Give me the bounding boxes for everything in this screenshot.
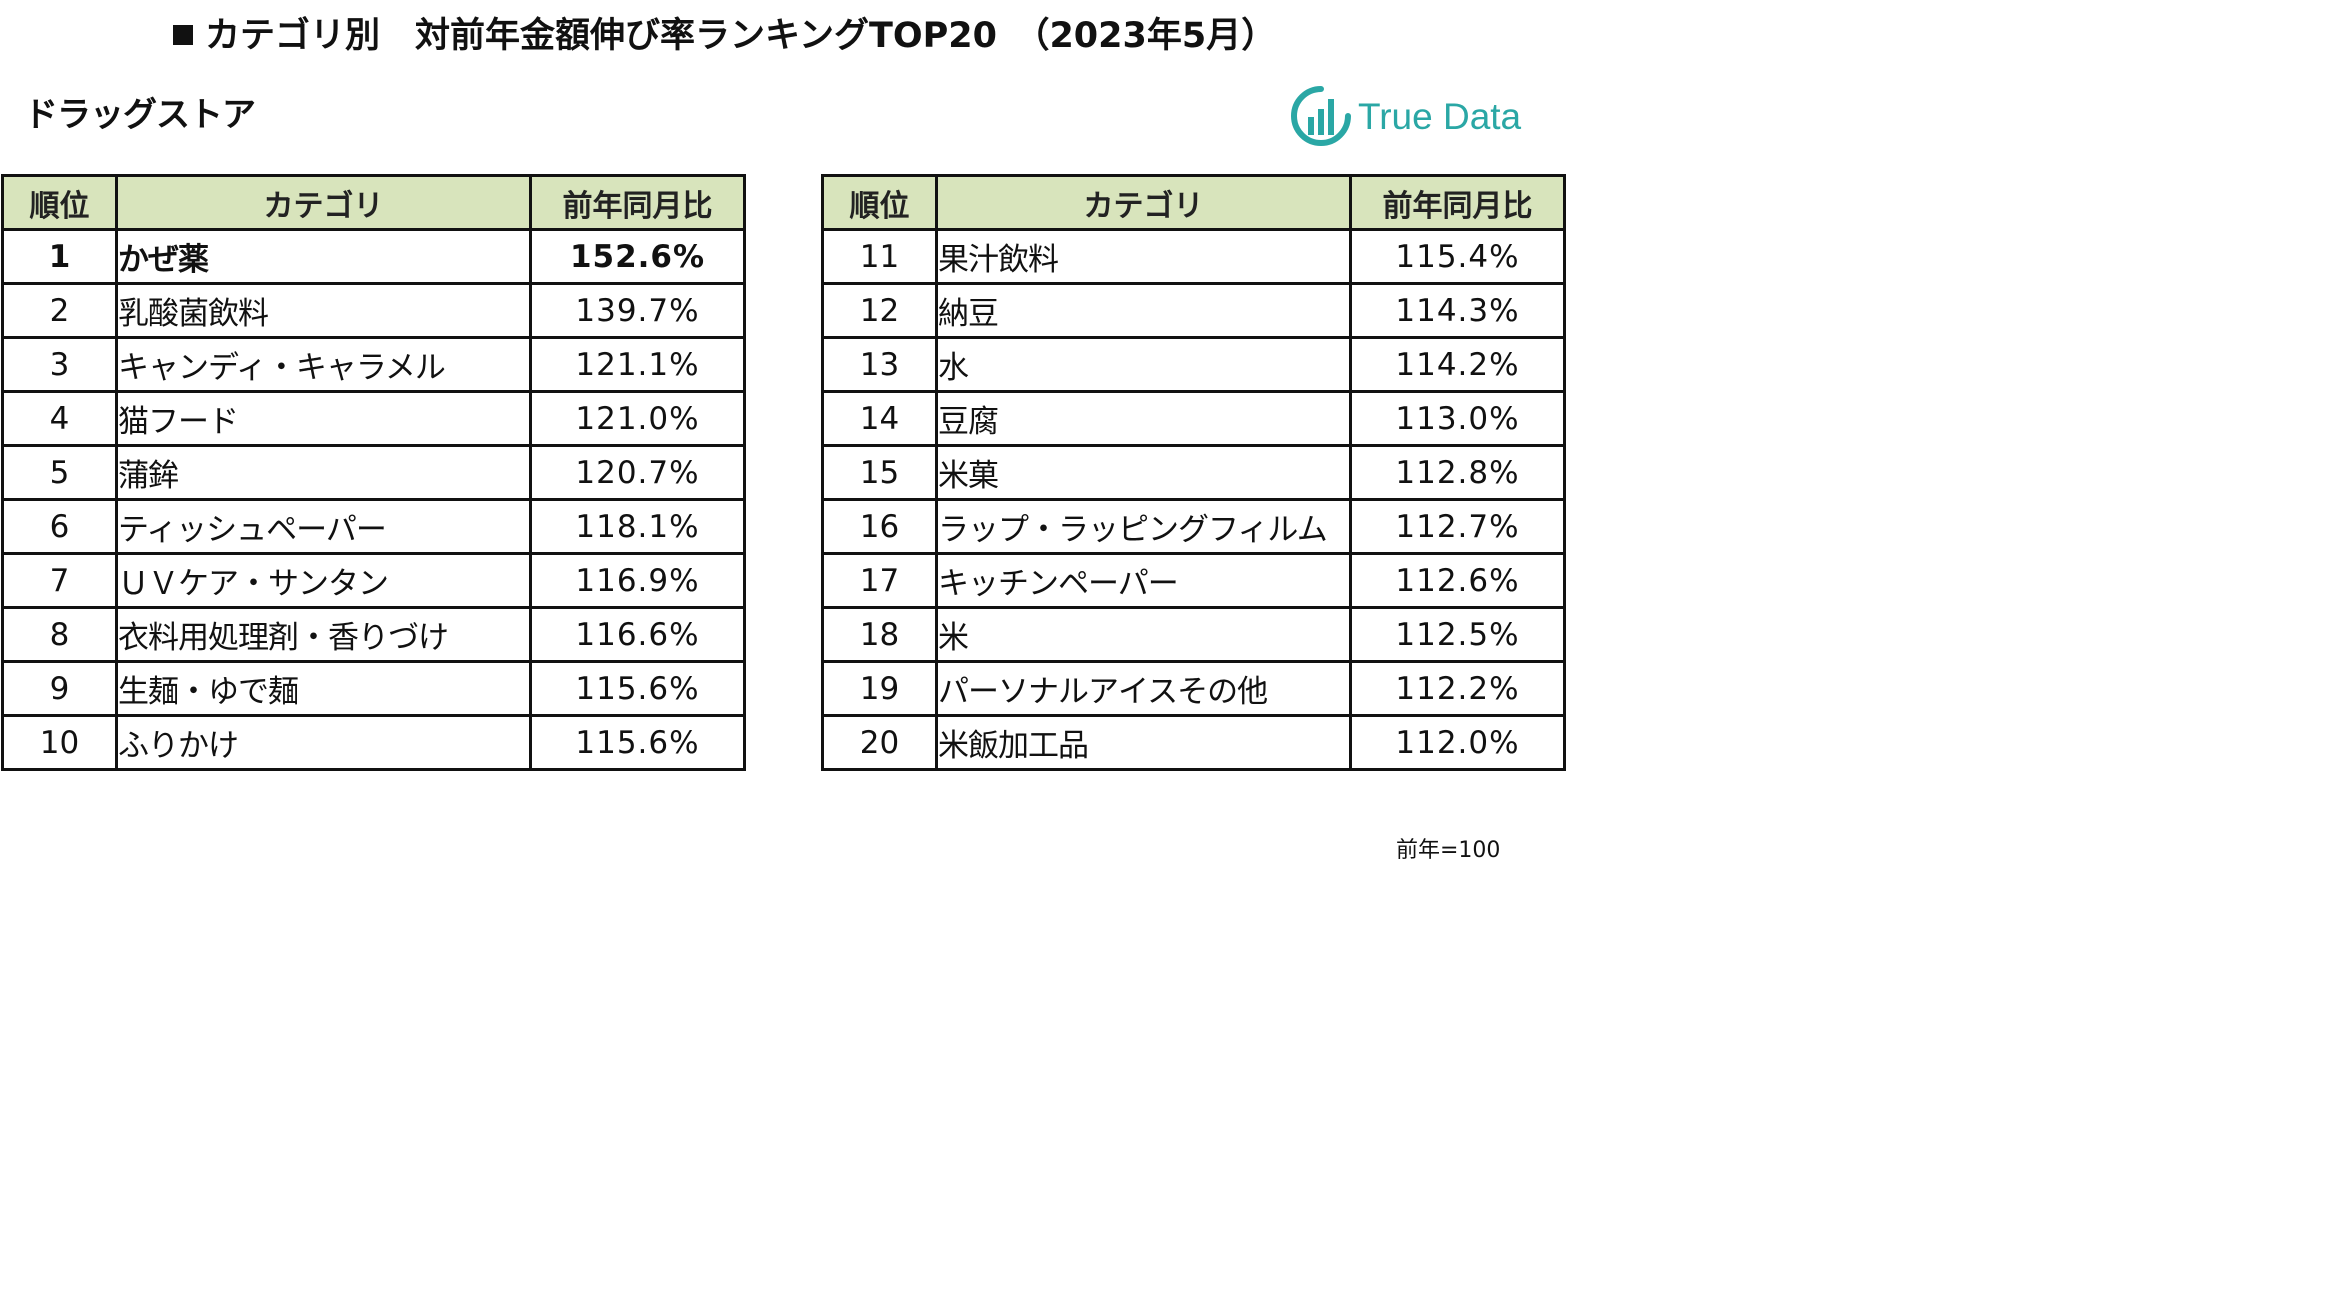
ratio-cell: 112.8%: [1349, 444, 1566, 501]
table-row: 11 果汁飲料 115.4%: [821, 228, 1566, 285]
rank-cell: 1: [1, 228, 118, 285]
rank-cell: 8: [1, 606, 118, 663]
table-row: 15 米菓 112.8%: [821, 444, 1566, 501]
table-header-row: 順位 カテゴリ 前年同月比: [1, 174, 746, 231]
page-title: カテゴリ別 対前年金額伸び率ランキングTOP20 （2023年5月）: [173, 10, 1393, 62]
square-bullet-icon: [173, 25, 193, 45]
ratio-cell: 118.1%: [529, 498, 746, 555]
rank-cell: 14: [821, 390, 938, 447]
table-header-row: 順位 カテゴリ 前年同月比: [821, 174, 1566, 231]
category-cell: 生麺・ゆで麺: [115, 660, 532, 717]
ratio-cell: 120.7%: [529, 444, 746, 501]
header-ratio: 前年同月比: [1349, 174, 1566, 231]
rank-cell: 7: [1, 552, 118, 609]
ratio-cell: 116.6%: [529, 606, 746, 663]
ratio-cell: 114.3%: [1349, 282, 1566, 339]
category-cell: かぜ薬: [115, 228, 532, 285]
table-row: 14 豆腐 113.0%: [821, 390, 1566, 447]
ratio-cell: 121.1%: [529, 336, 746, 393]
category-cell: 米: [935, 606, 1352, 663]
rank-cell: 10: [1, 714, 118, 771]
ratio-cell: 113.0%: [1349, 390, 1566, 447]
category-cell: ＵＶケア・サンタン: [115, 552, 532, 609]
category-cell: パーソナルアイスその他: [935, 660, 1352, 717]
table-row: 5 蒲鉾 120.7%: [1, 444, 746, 501]
category-cell: ティッシュペーパー: [115, 498, 532, 555]
rank-cell: 16: [821, 498, 938, 555]
rank-cell: 11: [821, 228, 938, 285]
category-cell: 果汁飲料: [935, 228, 1352, 285]
header-ratio: 前年同月比: [529, 174, 746, 231]
table-row: 4 猫フード 121.0%: [1, 390, 746, 447]
category-cell: 猫フード: [115, 390, 532, 447]
category-cell: 米飯加工品: [935, 714, 1352, 771]
ratio-cell: 115.4%: [1349, 228, 1566, 285]
header-category: カテゴリ: [935, 174, 1352, 231]
ratio-cell: 115.6%: [529, 714, 746, 771]
ratio-cell: 112.5%: [1349, 606, 1566, 663]
ranking-table-right: 順位 カテゴリ 前年同月比 11 果汁飲料 115.4% 12 納豆 114.3…: [821, 174, 1566, 771]
table-row: 6 ティッシュペーパー 118.1%: [1, 498, 746, 555]
header-category: カテゴリ: [115, 174, 532, 231]
category-cell: ふりかけ: [115, 714, 532, 771]
logo-text: True Data: [1358, 96, 1522, 137]
header-rank: 順位: [821, 174, 938, 231]
rank-cell: 2: [1, 282, 118, 339]
category-cell: 納豆: [935, 282, 1352, 339]
table-row: 2 乳酸菌飲料 139.7%: [1, 282, 746, 339]
ranking-table-left: 順位 カテゴリ 前年同月比 1 かぜ薬 152.6% 2 乳酸菌飲料 139.7…: [1, 174, 746, 771]
category-cell: 水: [935, 336, 1352, 393]
true-data-logo: True Data: [1290, 85, 1550, 149]
category-cell: 衣料用処理剤・香りづけ: [115, 606, 532, 663]
rank-cell: 3: [1, 336, 118, 393]
header-rank: 順位: [1, 174, 118, 231]
footnote: 前年=100: [1396, 838, 1501, 863]
table-row: 13 水 114.2%: [821, 336, 1566, 393]
category-cell: キャンディ・キャラメル: [115, 336, 532, 393]
table-row: 9 生麺・ゆで麺 115.6%: [1, 660, 746, 717]
category-cell: 米菓: [935, 444, 1352, 501]
ratio-cell: 115.6%: [529, 660, 746, 717]
rank-cell: 20: [821, 714, 938, 771]
rank-cell: 17: [821, 552, 938, 609]
ratio-cell: 112.0%: [1349, 714, 1566, 771]
rank-cell: 15: [821, 444, 938, 501]
table-row: 16 ラップ・ラッピングフィルム 112.7%: [821, 498, 1566, 555]
table-row: 10 ふりかけ 115.6%: [1, 714, 746, 771]
ratio-cell: 116.9%: [529, 552, 746, 609]
table-row: 7 ＵＶケア・サンタン 116.9%: [1, 552, 746, 609]
category-cell: 豆腐: [935, 390, 1352, 447]
bar-chart-logo-icon: [1291, 86, 1351, 146]
ratio-cell: 114.2%: [1349, 336, 1566, 393]
rank-cell: 5: [1, 444, 118, 501]
category-cell: キッチンペーパー: [935, 552, 1352, 609]
table-row: 20 米飯加工品 112.0%: [821, 714, 1566, 771]
page-subtitle: ドラッグストア: [24, 95, 256, 135]
table-row: 19 パーソナルアイスその他 112.2%: [821, 660, 1566, 717]
table-row: 3 キャンディ・キャラメル 121.1%: [1, 336, 746, 393]
page-title-text: カテゴリ別 対前年金額伸び率ランキングTOP20 （2023年5月）: [205, 16, 1277, 56]
rank-cell: 12: [821, 282, 938, 339]
ratio-cell: 152.6%: [529, 228, 746, 285]
ratio-cell: 139.7%: [529, 282, 746, 339]
ratio-cell: 112.2%: [1349, 660, 1566, 717]
category-cell: 乳酸菌飲料: [115, 282, 532, 339]
ratio-cell: 112.7%: [1349, 498, 1566, 555]
table-row: 17 キッチンペーパー 112.6%: [821, 552, 1566, 609]
rank-cell: 19: [821, 660, 938, 717]
table-row: 1 かぜ薬 152.6%: [1, 228, 746, 285]
ratio-cell: 121.0%: [529, 390, 746, 447]
category-cell: 蒲鉾: [115, 444, 532, 501]
rank-cell: 9: [1, 660, 118, 717]
rank-cell: 6: [1, 498, 118, 555]
table-row: 8 衣料用処理剤・香りづけ 116.6%: [1, 606, 746, 663]
category-cell: ラップ・ラッピングフィルム: [935, 498, 1352, 555]
table-row: 18 米 112.5%: [821, 606, 1566, 663]
rank-cell: 4: [1, 390, 118, 447]
table-row: 12 納豆 114.3%: [821, 282, 1566, 339]
rank-cell: 18: [821, 606, 938, 663]
ratio-cell: 112.6%: [1349, 552, 1566, 609]
rank-cell: 13: [821, 336, 938, 393]
